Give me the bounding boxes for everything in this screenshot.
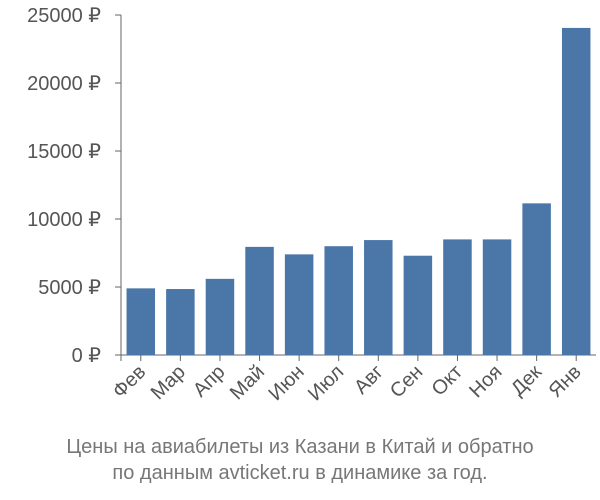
- y-tick-label: 10000 ₽: [27, 209, 101, 231]
- y-tick-label: 15000 ₽: [27, 141, 101, 163]
- x-tick-label: Янв: [545, 361, 586, 402]
- bar-Июл: [324, 246, 353, 355]
- y-tick-label: 0 ₽: [72, 345, 102, 367]
- bar-Апр: [205, 278, 235, 355]
- bar-Авг: [364, 240, 393, 355]
- bar-Фев: [126, 288, 156, 355]
- chart-caption-line-1: Цены на авиабилеты из Казани в Китай и о…: [66, 436, 534, 458]
- chart-caption-line-2: по данным avticket.ru в динамике за год.: [112, 462, 488, 484]
- x-tick-label: Дек: [507, 361, 546, 400]
- bar-Янв: [561, 27, 591, 355]
- x-tick-label: Авг: [350, 361, 388, 399]
- y-tick-label: 25000 ₽: [27, 5, 101, 27]
- bar-Дек: [522, 203, 551, 355]
- x-tick-label: Сен: [386, 361, 427, 402]
- x-tick-label: Ноя: [465, 361, 506, 402]
- bar-Май: [245, 246, 274, 355]
- y-axis: 0 ₽ 5000 ₽ 10000 ₽ 15000 ₽ 20000 ₽ 25000 ₽: [27, 5, 122, 367]
- x-tick-label: Июн: [265, 361, 309, 405]
- bar-Окт: [443, 239, 472, 355]
- y-tick-label: 20000 ₽: [27, 73, 101, 95]
- bar-Мар: [166, 289, 195, 355]
- x-tick-label: Май: [226, 361, 269, 404]
- x-tick-label: Июл: [304, 361, 348, 405]
- x-tick-label: Окт: [428, 361, 467, 400]
- bar-Ноя: [482, 239, 512, 355]
- y-tick-label: 5000 ₽: [38, 277, 101, 299]
- bars: [126, 27, 591, 355]
- x-tick-label: Апр: [189, 361, 230, 402]
- bar-Сен: [403, 255, 433, 355]
- x-tick-label: Мар: [147, 361, 190, 404]
- x-tick-label: Фев: [109, 361, 151, 403]
- bar-Июн: [284, 254, 314, 355]
